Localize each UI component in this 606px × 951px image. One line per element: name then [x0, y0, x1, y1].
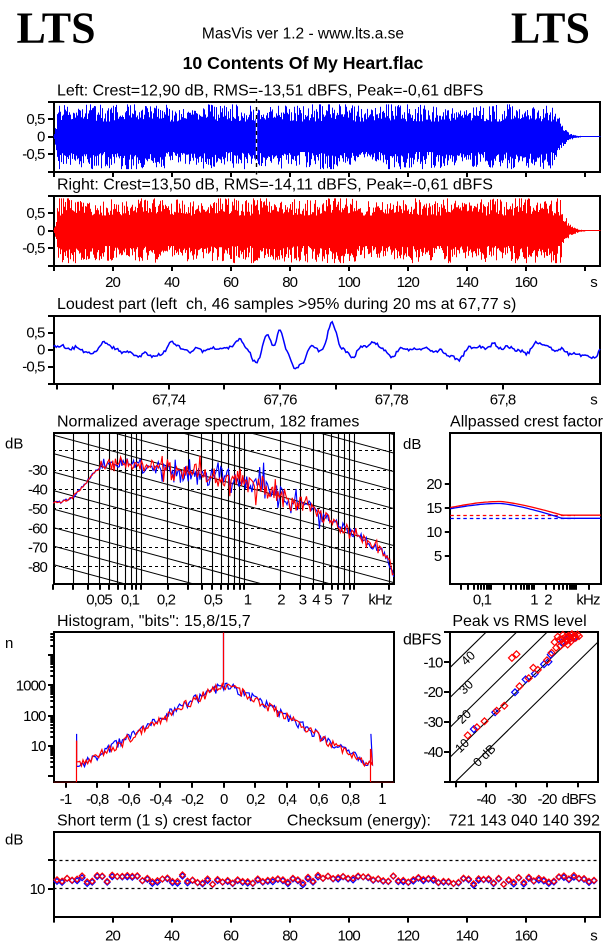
svg-text:-0,5: -0,5 [22, 146, 45, 163]
svg-text:LTS: LTS [17, 4, 96, 53]
svg-text:-70: -70 [28, 540, 48, 557]
svg-text:60: 60 [223, 274, 238, 291]
svg-text:0,5: 0,5 [26, 111, 45, 128]
svg-text:Allpassed crest factor: Allpassed crest factor [450, 414, 604, 431]
svg-text:-0,5: -0,5 [22, 359, 45, 376]
svg-text:80: 80 [282, 928, 297, 945]
svg-text:20: 20 [105, 274, 120, 291]
svg-text:5: 5 [434, 548, 442, 565]
svg-text:dB: dB [5, 436, 23, 453]
svg-text:0,4: 0,4 [278, 791, 297, 808]
svg-text:80: 80 [282, 274, 297, 291]
svg-text:120: 120 [397, 928, 420, 945]
svg-text:dB: dB [5, 832, 23, 849]
svg-text:10: 10 [31, 738, 46, 755]
svg-text:100: 100 [23, 708, 46, 725]
svg-text:160: 160 [515, 274, 538, 291]
svg-text:0,8: 0,8 [341, 791, 360, 808]
svg-text:0: 0 [37, 128, 45, 145]
svg-text:-40: -40 [28, 482, 48, 499]
svg-text:s: s [590, 274, 598, 291]
svg-text:Peak vs RMS level: Peak vs RMS level [452, 613, 586, 630]
svg-text:120: 120 [397, 274, 420, 291]
svg-text:20: 20 [105, 928, 120, 945]
svg-text:-80: -80 [28, 559, 48, 576]
svg-text:Checksum (energy): 721 143: Checksum (energy): 721 143 040 140 392 [287, 813, 600, 830]
svg-text:10: 10 [30, 881, 45, 898]
svg-text:-0,2: -0,2 [181, 791, 204, 808]
svg-text:1: 1 [530, 592, 538, 609]
svg-text:-30: -30 [28, 462, 48, 479]
svg-text:20: 20 [426, 476, 441, 493]
svg-text:100: 100 [338, 274, 361, 291]
svg-text:0,2: 0,2 [157, 592, 176, 609]
svg-text:0: 0 [37, 222, 45, 239]
svg-text:60: 60 [223, 928, 238, 945]
svg-text:15: 15 [426, 500, 441, 517]
svg-text:Normalized average spectrum, 1: Normalized average spectrum, 182 frames [57, 414, 359, 431]
svg-text:40: 40 [164, 928, 179, 945]
svg-text:3: 3 [299, 592, 307, 609]
svg-text:-60: -60 [28, 520, 48, 537]
svg-text:-50: -50 [28, 501, 48, 518]
svg-text:-1: -1 [60, 791, 72, 808]
svg-text:Loudest part (left ch, 46 sam: Loudest part (left ch, 46 samples >95% d… [57, 296, 516, 313]
svg-text:10: 10 [426, 524, 441, 541]
svg-text:10 Contents Of My Heart.flac: 10 Contents Of My Heart.flac [183, 53, 424, 73]
svg-text:-30: -30 [507, 791, 527, 808]
svg-text:s: s [590, 392, 598, 409]
svg-text:kHz: kHz [576, 592, 600, 609]
svg-text:1: 1 [244, 592, 252, 609]
svg-text:2: 2 [277, 592, 285, 609]
svg-text:Left: Crest=12,90 dB, RMS=-13,: Left: Crest=12,90 dB, RMS=-13,51 dBFS, P… [57, 83, 483, 100]
svg-text:dB: dB [403, 436, 421, 453]
svg-text:n: n [5, 635, 13, 652]
svg-text:0,5: 0,5 [26, 324, 45, 341]
svg-text:-40: -40 [477, 791, 497, 808]
svg-text:140: 140 [456, 928, 479, 945]
svg-text:0,2: 0,2 [246, 791, 265, 808]
svg-text:0,6: 0,6 [310, 791, 329, 808]
svg-text:0,5: 0,5 [204, 592, 223, 609]
svg-text:dBFS: dBFS [562, 791, 597, 808]
svg-text:140: 140 [456, 274, 479, 291]
svg-text:-0,5: -0,5 [22, 240, 45, 257]
svg-text:5: 5 [324, 592, 332, 609]
svg-text:-30: -30 [424, 714, 444, 731]
svg-text:0,5: 0,5 [26, 205, 45, 222]
svg-text:40: 40 [164, 274, 179, 291]
svg-text:1: 1 [378, 791, 386, 808]
svg-text:-0,6: -0,6 [118, 791, 141, 808]
svg-text:1000: 1000 [16, 678, 46, 695]
svg-text:dBFS: dBFS [403, 632, 441, 649]
svg-text:2: 2 [544, 592, 552, 609]
svg-text:MasVis ver 1.2 - www.lts.a.se: MasVis ver 1.2 - www.lts.a.se [202, 26, 404, 43]
svg-text:0: 0 [37, 341, 45, 358]
svg-text:100: 100 [338, 928, 361, 945]
svg-text:s: s [590, 928, 598, 945]
svg-text:67,74: 67,74 [152, 392, 186, 409]
svg-text:Right: Crest=13,50 dB, RMS=-14: Right: Crest=13,50 dB, RMS=-14,11 dBFS, … [57, 177, 493, 194]
svg-text:-40: -40 [424, 744, 444, 761]
svg-text:Short term (1 s) crest factor: Short term (1 s) crest factor [57, 813, 252, 830]
svg-text:-20: -20 [424, 684, 444, 701]
svg-text:67,8: 67,8 [490, 392, 516, 409]
svg-text:160: 160 [515, 928, 538, 945]
svg-text:0,05: 0,05 [86, 592, 112, 609]
svg-text:67,78: 67,78 [375, 392, 409, 409]
svg-text:Histogram, "bits": 15,8/15,7: Histogram, "bits": 15,8/15,7 [57, 613, 251, 630]
svg-text:0: 0 [220, 791, 228, 808]
svg-text:-20: -20 [538, 791, 558, 808]
svg-text:4: 4 [312, 592, 320, 609]
svg-text:LTS: LTS [511, 4, 590, 53]
svg-text:kHz: kHz [368, 592, 392, 609]
svg-text:-0,8: -0,8 [86, 791, 109, 808]
svg-text:-10: -10 [424, 654, 444, 671]
svg-text:7: 7 [341, 592, 349, 609]
svg-text:67,76: 67,76 [263, 392, 297, 409]
svg-text:0,1: 0,1 [473, 592, 492, 609]
svg-text:-0,4: -0,4 [149, 791, 172, 808]
svg-text:0,1: 0,1 [121, 592, 140, 609]
